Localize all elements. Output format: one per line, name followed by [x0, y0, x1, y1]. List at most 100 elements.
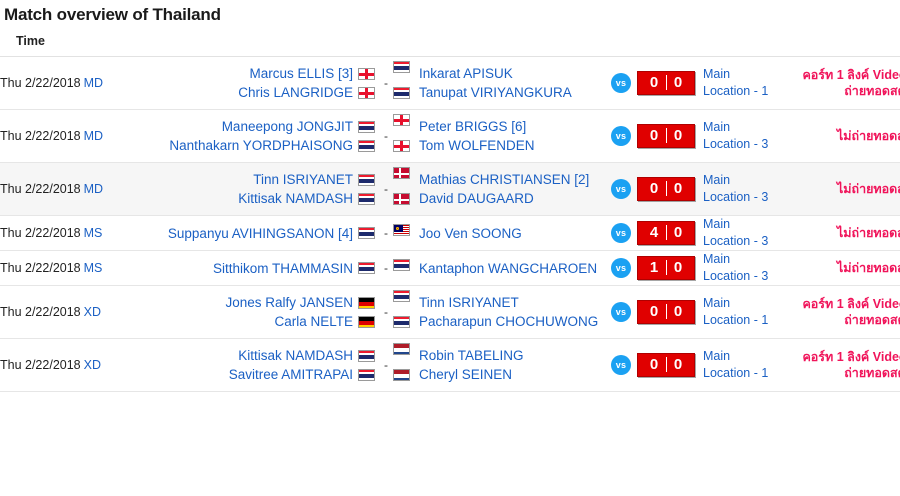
player-name[interactable]: Peter BRIGGS [6] [419, 119, 527, 134]
broadcast-note-line-1[interactable]: ไม่ถ่ายทอดสด [836, 129, 900, 143]
versus-dash: - [379, 251, 393, 286]
right-team-flags [393, 163, 419, 216]
table-row[interactable]: Thu 2/22/2018 MD Tinn ISRIYANET Kittisak NA… [0, 162, 900, 216]
left-team-names: Kittisak NAMDASH Savitree AMITRAPAI [148, 339, 353, 392]
vs-badge-cell: vs [605, 339, 637, 392]
score-home: 0 [649, 74, 659, 91]
player-name[interactable]: David DAUGAARD [419, 191, 534, 206]
dash-label: - [384, 305, 388, 319]
match-date: Thu 2/22/2018 [0, 76, 81, 90]
broadcast-note-line-2[interactable]: ถ่ายทอดสด [844, 313, 900, 327]
broadcast-note-cell[interactable]: ไม่ถ่ายทอดสด [795, 216, 900, 251]
match-date: Thu 2/22/2018 [0, 305, 81, 319]
player-name[interactable]: Tinn ISRIYANET [253, 172, 353, 187]
player-name[interactable]: Joo Ven SOONG [419, 225, 522, 241]
location-cell: Main Location - 1 [703, 57, 795, 110]
player-name[interactable]: Inkarat APISUK [419, 66, 513, 81]
table-row[interactable]: Thu 2/22/2018 MD Marcus ELLIS [3] Chris LAN… [0, 57, 900, 110]
score-home: 0 [649, 180, 659, 197]
player-name[interactable]: Nanthakarn YORDPHAISONG [169, 138, 353, 153]
vs-badge-cell: vs [605, 286, 637, 339]
flag-malaysia-icon [393, 223, 410, 236]
flag-thailand-icon [357, 173, 375, 186]
match-discipline[interactable]: MS [83, 226, 103, 240]
broadcast-note-cell[interactable]: ไม่ถ่ายทอดสด [795, 163, 900, 216]
player-name[interactable]: Pacharapun CHOCHUWONG [419, 314, 599, 329]
broadcast-note-line-1[interactable]: คอร์ท 1 ลิงค์ Videostream [802, 297, 900, 311]
player-name[interactable]: Kittisak NAMDASH [238, 348, 353, 363]
player-name[interactable]: Jones Ralfy JANSEN [225, 295, 353, 310]
broadcast-note-cell[interactable]: ไม่ถ่ายทอดสด [795, 110, 900, 163]
broadcast-note-line-1[interactable]: คอร์ท 1 ลิงค์ Videostream [802, 350, 900, 364]
player-name[interactable]: Sitthikom THAMMASIN [212, 260, 353, 276]
player-name[interactable]: Kantaphon WANGCHAROEN [419, 260, 598, 276]
broadcast-note-line-2[interactable]: ถ่ายทอดสด [844, 366, 900, 380]
flag-germany-icon [357, 315, 375, 328]
player-name[interactable]: Chris LANGRIDGE [238, 85, 353, 100]
broadcast-note-line-1[interactable]: ไม่ถ่ายทอดสด [836, 226, 900, 240]
player-name[interactable]: Cheryl SEINEN [419, 367, 513, 382]
player-name[interactable]: Tinn ISRIYANET [419, 295, 519, 310]
broadcast-note-line-1[interactable]: ไม่ถ่ายทอดสด [836, 261, 900, 275]
vs-badge: vs [611, 126, 631, 146]
dash-label: - [384, 226, 388, 240]
vs-badge: vs [611, 223, 631, 243]
player-name[interactable]: Marcus ELLIS [3] [249, 66, 353, 81]
score-away: 0 [673, 74, 683, 91]
player-name[interactable]: Maneepong JONGJIT [221, 119, 353, 134]
player-name[interactable]: Savitree AMITRAPAI [228, 367, 353, 382]
table-row[interactable]: Thu 2/22/2018 MS Sitthikom THAMMASIN - Kanta… [0, 250, 900, 286]
player-name[interactable]: Tanupat VIRIYANGKURA [419, 85, 572, 100]
match-discipline[interactable]: XD [83, 305, 101, 319]
table-row[interactable]: Thu 2/22/2018 MD Maneepong JONGJIT Nanthaka… [0, 109, 900, 163]
match-discipline[interactable]: XD [83, 358, 101, 372]
match-discipline[interactable]: MD [83, 182, 104, 196]
broadcast-note-cell[interactable]: คอร์ท 1 ลิงค์ Videostream ถ่ายทอดสด [795, 286, 900, 339]
broadcast-note-cell[interactable]: คอร์ท 1 ลิงค์ Videostream ถ่ายทอดสด [795, 339, 900, 392]
match-discipline[interactable]: MS [83, 261, 103, 275]
flag-germany-icon [357, 296, 375, 309]
match-table: Thu 2/22/2018 MD Marcus ELLIS [3] Chris LAN… [0, 57, 900, 392]
flag-england-icon [357, 67, 375, 80]
score-separator [665, 75, 667, 90]
flag-thailand-icon [357, 227, 375, 240]
broadcast-note-line-1[interactable]: คอร์ท 1 ลิงค์ Videostream [802, 68, 900, 82]
versus-dash: - [379, 163, 393, 216]
player-name[interactable]: Suppanyu AVIHINGSANON [4] [167, 225, 353, 241]
table-row[interactable]: Thu 2/22/2018 MS Suppanyu AVIHINGSANON [4]… [0, 215, 900, 251]
right-team-names: Peter BRIGGS [6] Tom WOLFENDEN [419, 110, 605, 163]
broadcast-note-cell[interactable]: คอร์ท 1 ลิงค์ Videostream ถ่ายทอดสด [795, 57, 900, 110]
dash-label: - [384, 76, 388, 90]
score-home: 0 [649, 127, 659, 144]
player-name[interactable]: Tom WOLFENDEN [419, 138, 535, 153]
player-name[interactable]: Kittisak NAMDASH [238, 191, 353, 206]
match-table-body: Thu 2/22/2018 MD Marcus ELLIS [3] Chris LAN… [0, 57, 900, 392]
broadcast-note-cell[interactable]: ไม่ถ่ายทอดสด [795, 251, 900, 286]
flag-thailand-icon [393, 86, 410, 99]
player-name[interactable]: Robin TABELING [419, 348, 524, 363]
table-row[interactable]: Thu 2/22/2018 XD Kittisak NAMDASH Savitree … [0, 338, 900, 392]
player-name[interactable]: Carla NELTE [274, 314, 353, 329]
match-discipline[interactable]: MD [83, 129, 104, 143]
broadcast-note-line-1[interactable]: ไม่ถ่ายทอดสด [836, 182, 900, 196]
match-discipline[interactable]: MD [83, 76, 104, 90]
vs-badge-cell: vs [605, 110, 637, 163]
player-name[interactable]: Mathias CHRISTIANSEN [2] [419, 172, 590, 187]
table-row[interactable]: Thu 2/22/2018 XD Jones Ralfy JANSEN Carla N… [0, 285, 900, 339]
score-separator [665, 357, 667, 372]
broadcast-note-line-2[interactable]: ถ่ายทอดสด [844, 84, 900, 98]
